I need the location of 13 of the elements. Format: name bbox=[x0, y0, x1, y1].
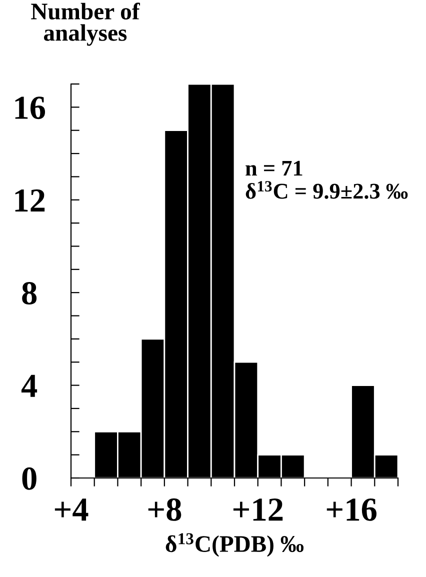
x-tick-label: +12 bbox=[233, 498, 283, 521]
y-axis-title: Number of analyses bbox=[31, 2, 140, 46]
x-tick-label: +8 bbox=[148, 498, 182, 521]
annotation: δ$^{13}$C = 9.9±2.3 ‰ bbox=[246, 181, 408, 199]
y-tick-label: 12 bbox=[15, 189, 45, 212]
y-tick-label: 4 bbox=[21, 374, 38, 397]
x-tick-label: +4 bbox=[54, 498, 88, 521]
x-axis-title: δ$^{13}$C(PDB) ‰ bbox=[166, 533, 304, 557]
annotation: n = 71 bbox=[246, 160, 302, 176]
y-tick-label: 16 bbox=[15, 96, 46, 120]
x-tick-label: +16 bbox=[326, 498, 376, 521]
y-tick-label: 0 bbox=[22, 467, 36, 490]
y-tick-label: 8 bbox=[22, 282, 37, 304]
